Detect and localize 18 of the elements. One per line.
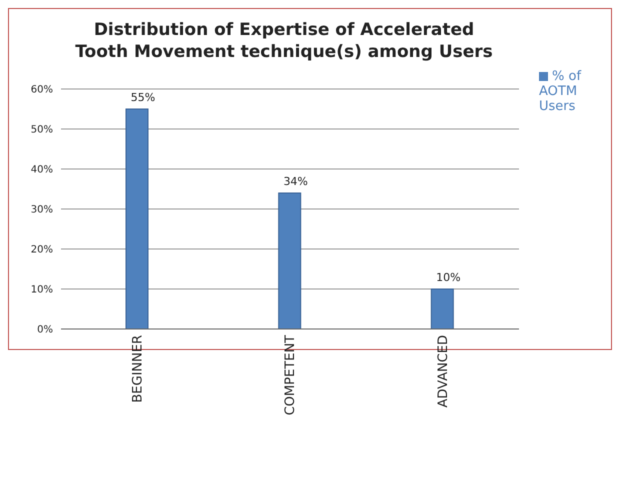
y-tick-label: 20% (30, 244, 53, 256)
y-tick-label: 30% (30, 204, 53, 216)
data-label: 34% (283, 175, 308, 188)
x-tick-label: ADVANCED (436, 335, 451, 408)
x-tick-label: COMPETENT (283, 334, 298, 416)
data-label: 10% (436, 271, 461, 284)
chart-title: Distribution of Expertise of Accelerated Tooth Movement technique(s) among Users (74, 19, 494, 63)
y-tick-label: 10% (30, 284, 53, 296)
bar (278, 192, 302, 329)
bar (126, 108, 148, 329)
y-tick-label: 50% (30, 124, 53, 136)
y-tick-label: 40% (30, 164, 53, 176)
data-label: 55% (130, 91, 156, 104)
bar (430, 288, 454, 329)
legend-label: % of AOTM Users (539, 69, 582, 114)
y-tick-label: 60% (30, 84, 53, 96)
y-tick-label: 0% (37, 324, 53, 336)
x-tick-label: BEGINNER (130, 335, 146, 403)
